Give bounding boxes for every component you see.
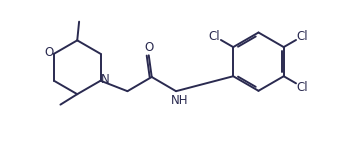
Text: O: O (44, 46, 53, 59)
Text: Cl: Cl (209, 30, 220, 43)
Text: NH: NH (171, 94, 189, 107)
Text: Cl: Cl (297, 30, 308, 43)
Text: N: N (101, 73, 110, 86)
Text: O: O (144, 41, 153, 54)
Text: Cl: Cl (297, 81, 308, 94)
